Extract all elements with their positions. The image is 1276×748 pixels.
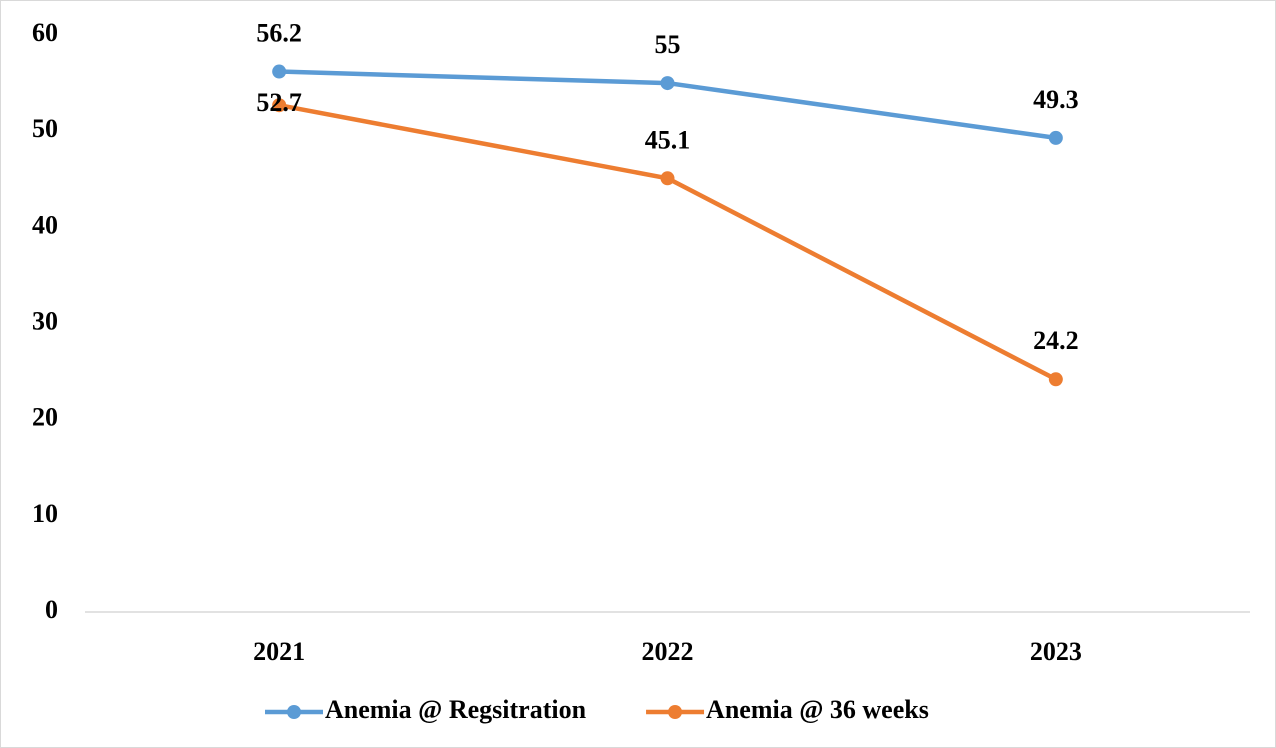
x-tick-label: 2022 bbox=[642, 637, 694, 666]
y-tick-label: 60 bbox=[32, 18, 58, 47]
y-tick-label: 50 bbox=[32, 114, 58, 143]
y-tick-label: 0 bbox=[45, 595, 58, 624]
y-tick-label: 40 bbox=[32, 210, 58, 239]
y-tick-label: 20 bbox=[32, 403, 58, 432]
data-label: 49.3 bbox=[1033, 85, 1079, 114]
marker bbox=[272, 98, 287, 113]
marker bbox=[660, 76, 675, 91]
data-label: 52.7 bbox=[256, 88, 302, 117]
marker bbox=[272, 64, 287, 79]
data-label: 56.2 bbox=[256, 19, 302, 48]
data-label: 55 bbox=[655, 30, 681, 59]
legend-label: Anemia @ 36 weeks bbox=[706, 695, 929, 724]
x-tick-label: 2023 bbox=[1030, 637, 1082, 666]
legend-marker bbox=[668, 705, 683, 719]
marker bbox=[660, 171, 675, 186]
data-label: 24.2 bbox=[1033, 326, 1079, 355]
marker bbox=[1048, 372, 1063, 387]
marker bbox=[1048, 130, 1063, 145]
legend-marker bbox=[287, 705, 301, 719]
x-tick-label: 2021 bbox=[253, 637, 305, 666]
y-tick-label: 30 bbox=[32, 306, 58, 335]
y-tick-label: 10 bbox=[32, 499, 58, 528]
data-label: 45.1 bbox=[645, 125, 691, 154]
legend-label: Anemia @ Regsitration bbox=[325, 695, 587, 724]
